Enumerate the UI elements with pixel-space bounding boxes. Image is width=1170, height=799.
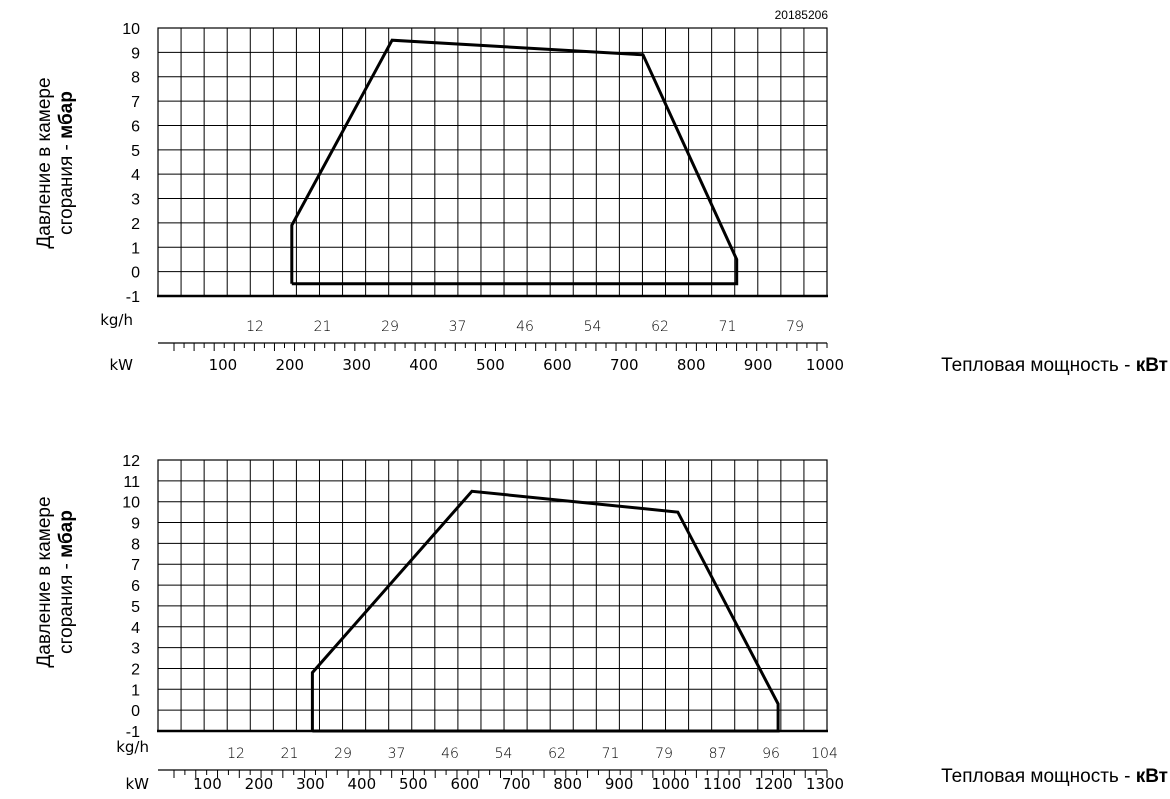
kgh-tick-label: 12: [227, 746, 245, 762]
y-tick-label: 7: [131, 94, 140, 111]
kgh-tick-label: 96: [762, 746, 780, 762]
x-axis-title-unit: кВт: [1136, 766, 1168, 787]
y-axis-title-unit: мбар: [56, 510, 77, 558]
kgh-tick-label: 54: [495, 746, 513, 762]
kgh-tick-label: 21: [281, 746, 299, 762]
kw-tick-label: 700: [502, 775, 531, 793]
kw-tick-label: 500: [476, 356, 505, 374]
kgh-tick-label: 37: [449, 319, 467, 335]
y-tick-label: 2: [131, 661, 140, 678]
y-tick-label: 0: [131, 265, 140, 282]
y-tick-label: 4: [131, 620, 140, 637]
y-axis-title-line1: Давление в камере: [34, 77, 55, 248]
y-tick-label: 10: [122, 495, 140, 512]
kgh-tick-label: 104: [811, 746, 838, 762]
kw-tick-label: 1000: [652, 775, 690, 793]
kgh-tick-label: 54: [584, 319, 602, 335]
plot-frame: [157, 27, 828, 297]
x-axis-title-text: Тепловая мощность -: [941, 766, 1136, 787]
y-axis-title: Давление в камересгорания - мбар: [34, 77, 77, 248]
y-tick-label: 10: [122, 21, 140, 38]
working-range-envelope: [290, 38, 739, 286]
y-tick-label: 2: [131, 216, 140, 233]
y-tick-label: 6: [131, 118, 140, 135]
kgh-tick-label: 71: [719, 319, 737, 335]
y-tick-label: 1: [131, 240, 140, 257]
x-axis-title-unit: кВт: [1136, 355, 1168, 376]
y-tick-label: 5: [131, 599, 140, 616]
y-tick-label: 8: [131, 70, 140, 87]
kw-tick-label: 1300: [806, 775, 844, 793]
kw-tick-label: 300: [342, 356, 371, 374]
figure-code: 20185206: [775, 8, 829, 22]
kgh-tick-label: 29: [381, 319, 399, 335]
kw-tick-label: 400: [348, 775, 377, 793]
y-tick-label: 11: [123, 474, 140, 491]
y-tick-label: 0: [131, 703, 140, 720]
kw-tick-label: 600: [450, 775, 479, 793]
plot-frame: [157, 459, 828, 732]
kw-tick-label: 1200: [754, 775, 792, 793]
y-tick-label: 8: [131, 536, 140, 553]
kw-tick-label: 500: [399, 775, 428, 793]
y-tick-label: 3: [131, 192, 140, 209]
kw-tick-label: 800: [553, 775, 582, 793]
kw-tick-label: 100: [209, 356, 238, 374]
kw-tick-label: 800: [677, 356, 706, 374]
kw-tick-label: 1100: [703, 775, 741, 793]
kgh-tick-label: 62: [548, 746, 566, 762]
y-axis-title: Давление в камересгорания - мбар: [34, 496, 77, 667]
kgh-tick-label: 21: [314, 319, 332, 335]
y-tick-label: 7: [131, 557, 140, 574]
kgh-tick-label: 12: [246, 319, 264, 335]
x-axis-title-text: Тепловая мощность -: [941, 355, 1136, 376]
kw-tick-label: 200: [275, 356, 304, 374]
y-tick-label: 3: [131, 641, 140, 658]
kgh-tick-label: 46: [441, 746, 459, 762]
y-tick-label: 9: [131, 45, 140, 62]
kw-tick-label: 1000: [806, 356, 844, 374]
kgh-tick-label: 87: [709, 746, 727, 762]
kgh-tick-label: 29: [334, 746, 352, 762]
kw-tick-label: 600: [543, 356, 572, 374]
y-tick-label: 9: [131, 516, 140, 533]
working-range-envelope: [310, 489, 780, 733]
y-tick-label: 5: [131, 143, 140, 160]
kw-tick-label: 900: [744, 356, 773, 374]
kgh-tick-label: 62: [651, 319, 669, 335]
kgh-tick-label: 79: [655, 746, 673, 762]
y-tick-label: -1: [126, 724, 140, 741]
y-axis-title-line1: Давление в камере: [34, 496, 55, 667]
kgh-tick-label: 37: [388, 746, 406, 762]
kw-tick-label: 200: [245, 775, 274, 793]
kgh-unit-label: kg/h: [116, 738, 149, 756]
y-axis-title-unit: мбар: [56, 91, 77, 139]
kgh-tick-label: 46: [516, 319, 534, 335]
kw-tick-label: 100: [193, 775, 222, 793]
y-tick-label: -1: [126, 289, 140, 306]
y-axis-title-line2: сгорания -: [56, 139, 77, 235]
x-axis-title: Тепловая мощность - кВт: [941, 766, 1168, 787]
kw-tick-label: 400: [409, 356, 438, 374]
y-tick-label: 4: [131, 167, 140, 184]
y-tick-label: 1: [131, 682, 140, 699]
kw-tick-label: 300: [296, 775, 325, 793]
kw-unit-label: kW: [109, 356, 133, 374]
y-tick-label: 6: [131, 578, 140, 595]
kgh-tick-label: 79: [786, 319, 804, 335]
kw-tick-label: 700: [610, 356, 639, 374]
kgh-tick-label: 71: [602, 746, 620, 762]
y-tick-label: 12: [122, 453, 140, 470]
kw-tick-label: 900: [605, 775, 634, 793]
kgh-unit-label: kg/h: [100, 311, 133, 329]
kw-unit-label: kW: [125, 775, 149, 793]
y-axis-title-line2: сгорания -: [56, 558, 77, 654]
x-axis-title: Тепловая мощность - кВт: [941, 355, 1168, 376]
